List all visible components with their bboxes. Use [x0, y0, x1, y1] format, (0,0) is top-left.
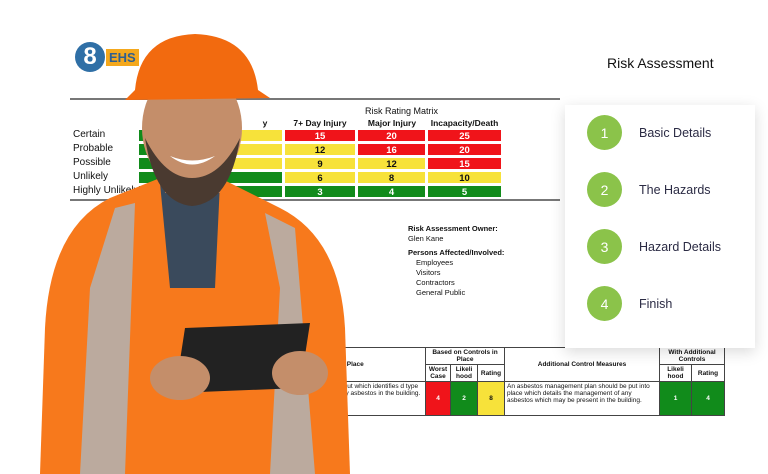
divider — [70, 98, 560, 100]
step-finish[interactable]: 4 Finish — [587, 286, 672, 321]
matrix-cell: 15 — [427, 157, 502, 170]
matrix-row-label: Unlikely — [73, 171, 109, 182]
step-hazard-details[interactable]: 3 Hazard Details — [587, 229, 721, 264]
matrix-cell: 6 — [284, 171, 356, 184]
step-label: Basic Details — [639, 125, 712, 140]
worst-case-cell: 4 — [425, 381, 451, 416]
subheader-worst-case: Worst Case — [425, 364, 451, 382]
likelihood-cell: 2 — [450, 381, 478, 416]
matrix-cell: 9 — [284, 157, 356, 170]
worker-with-tablet-photo — [40, 34, 350, 474]
owner-name: Glen Kane — [408, 234, 444, 243]
subheader-likelihood: Likeli hood — [450, 364, 478, 382]
matrix-row-label: Probable — [73, 143, 114, 154]
step-label: The Hazards — [639, 182, 711, 197]
matrix-header: Incapacity/Death — [430, 118, 499, 128]
matrix-cell: 20 — [427, 143, 502, 156]
matrix-row-label: Possible — [73, 157, 111, 168]
matrix-cell: 16 — [357, 143, 426, 156]
step-the-hazards[interactable]: 2 The Hazards — [587, 172, 711, 207]
matrix-cell: 4 — [357, 185, 426, 198]
matrix-row-label: Highly Unlikely — [73, 185, 139, 196]
matrix-cell: 12 — [357, 157, 426, 170]
header-based-on-controls: Based on Controls in Place — [425, 347, 505, 365]
subheader-rating: Rating — [477, 364, 505, 382]
logo-mark: 8 — [75, 42, 105, 72]
steps-card: 1 Basic Details 2 The Hazards 3 Hazard Deta… — [565, 105, 755, 348]
person-item: Employees — [416, 258, 454, 267]
with-rating-cell: 4 — [691, 381, 725, 416]
evalu8-ehs-logo: 8 EHS — [75, 42, 139, 72]
matrix-cell: 3 — [284, 185, 356, 198]
step-label: Finish — [639, 296, 673, 311]
logo-text: EHS — [106, 48, 139, 66]
matrix-cell: 15 — [284, 129, 356, 142]
divider — [70, 199, 560, 201]
with-likelihood-cell: 1 — [659, 381, 692, 416]
matrix-cell: 5 — [427, 185, 502, 198]
step-basic-details[interactable]: 1 Basic Details — [587, 115, 711, 150]
matrix-header: 7+ Day Injury — [293, 118, 347, 128]
step-number: 1 — [587, 115, 622, 150]
additional-measures-text: An asbestos management plan should be pu… — [504, 381, 660, 416]
matrix-header: Major Injury — [367, 118, 417, 128]
step-number: 4 — [587, 286, 622, 321]
matrix-header-partial: y — [262, 118, 268, 128]
persons-label: Persons Affected/Involved: — [408, 248, 505, 257]
person-item: Visitors — [416, 268, 441, 277]
step-label: Hazard Details — [639, 239, 721, 254]
owner-label: Risk Assessment Owner: — [408, 224, 498, 233]
header-additional-measures: Additional Control Measures — [504, 347, 660, 382]
header-with-additional: With Additional Controls — [659, 347, 725, 365]
matrix-row-label: Certain — [73, 129, 106, 140]
matrix-cell: 8 — [357, 171, 426, 184]
rating-cell: 8 — [477, 381, 505, 416]
matrix-cell: 10 — [427, 171, 502, 184]
person-item: Contractors — [416, 278, 455, 287]
matrix-cell: 25 — [427, 129, 502, 142]
matrix-title: Risk Rating Matrix — [365, 106, 439, 116]
person-item: General Public — [416, 288, 466, 297]
step-number: 3 — [587, 229, 622, 264]
assessment-info: Risk Assessment Owner: Glen Kane Persons… — [408, 224, 504, 298]
panel-title: Risk Assessment — [607, 55, 714, 71]
step-number: 2 — [587, 172, 622, 207]
matrix-cell: 20 — [357, 129, 426, 142]
matrix-cell: 12 — [284, 143, 356, 156]
subheader-likelihood: Likeli hood — [659, 364, 692, 382]
subheader-rating: Rating — [691, 364, 725, 382]
